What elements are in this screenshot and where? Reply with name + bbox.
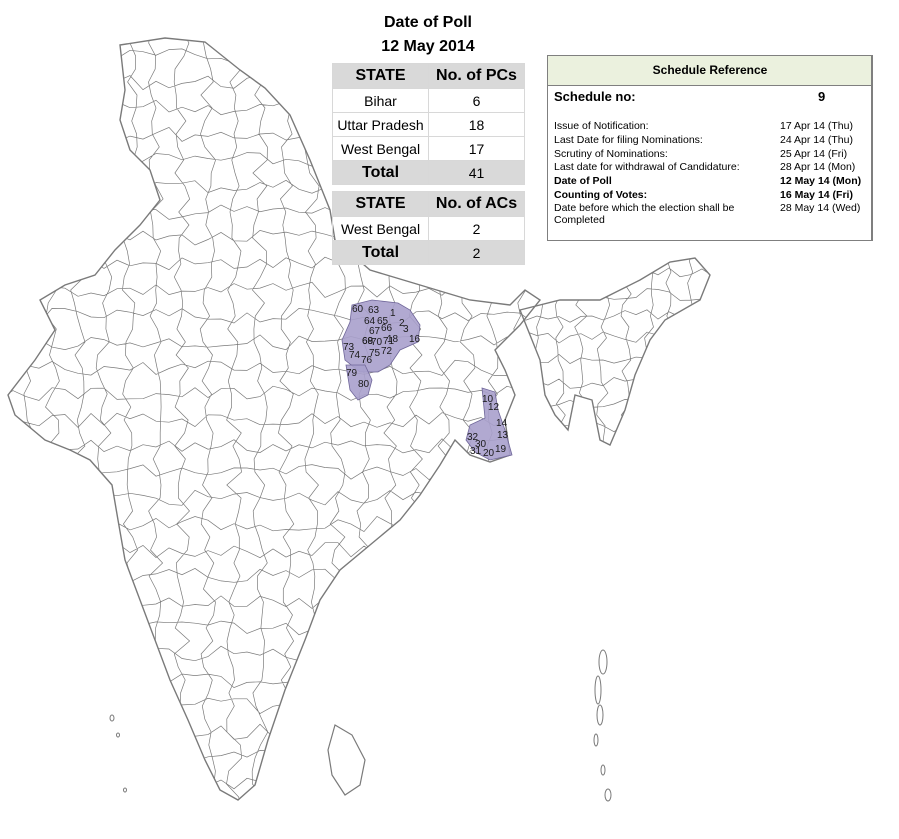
schedule-edge (871, 55, 872, 241)
schedule-row-label: Issue of Notification: (554, 120, 649, 132)
schedule-row-value: 28 May 14 (Wed) (780, 202, 861, 214)
constituency-label: 30 (475, 439, 487, 450)
constituency-label: 2 (399, 318, 405, 329)
schedule-row-value: 25 Apr 14 (Fri) (780, 148, 848, 160)
island (109, 714, 115, 722)
schedule-row-value: 17 Apr 14 (Thu) (780, 120, 853, 132)
ac-total-value: 2 (428, 240, 525, 265)
schedule-row-label: Scrutiny of Nominations: (554, 148, 668, 160)
pc-count: 17 (428, 136, 525, 161)
constituency-label: 63 (368, 305, 380, 316)
ac-count: 2 (428, 216, 525, 241)
constituency-label: 70 (371, 337, 383, 348)
district-boundaries (8, 38, 534, 800)
constituency-label: 69 (362, 336, 374, 347)
andaman-islands (109, 649, 612, 802)
island (598, 649, 608, 675)
island (593, 733, 599, 747)
constituency-label: 73 (343, 342, 355, 353)
polling-region (465, 387, 513, 461)
constituency-label: 71 (383, 336, 395, 347)
island (604, 788, 612, 802)
constituency-label: 3 (403, 324, 409, 335)
poll-date: 12 May 2014 (381, 38, 475, 55)
ac-total-row: Total 2 (332, 240, 525, 265)
table-row: Uttar Pradesh 18 (332, 112, 525, 137)
schedule-row-value: 16 May 14 (Fri) (780, 189, 853, 201)
pc-state: Bihar (332, 88, 429, 113)
district-boundary (520, 258, 710, 445)
island (596, 704, 604, 726)
constituency-label: 12 (488, 402, 500, 413)
constituency-label: 18 (387, 334, 399, 345)
ac-table: STATE No. of ACs West Bengal 2 Total 2 (332, 191, 525, 265)
constituency-label: 80 (358, 379, 370, 390)
island (600, 764, 606, 776)
district-boundary (8, 38, 534, 800)
constituency-label: 20 (483, 448, 495, 459)
pc-total-value: 41 (428, 160, 525, 185)
constituency-label: 65 (377, 316, 389, 327)
constituency-label: 67 (369, 326, 381, 337)
constituency-label: 74 (349, 350, 361, 361)
table-row: West Bengal 17 (332, 136, 525, 161)
table-row: West Bengal 2 (332, 216, 525, 241)
northeast-district-boundaries (520, 258, 710, 445)
schedule-row-value: 12 May 14 (Mon) (780, 175, 862, 187)
pc-table: STATE No. of PCs Bihar 6 Uttar Pradesh 1… (332, 63, 525, 185)
constituency-label: 64 (364, 316, 376, 327)
schedule-no-label: Schedule no: (554, 89, 636, 104)
schedule-title: Schedule Reference (548, 56, 872, 86)
india-outline (7, 37, 542, 801)
island (594, 675, 602, 705)
schedule-row-label: Date of Poll (554, 175, 612, 187)
pc-header-state: STATE (332, 63, 429, 89)
schedule-row-label: Counting of Votes: (554, 189, 648, 201)
pc-total-row: Total 41 (332, 160, 525, 185)
constituency-label: 19 (495, 444, 507, 455)
sri-lanka-outline (327, 724, 366, 796)
ac-header-state: STATE (332, 191, 429, 217)
island (116, 732, 120, 738)
constituency-label: 10 (482, 394, 494, 405)
constituency-label: 16 (409, 334, 421, 345)
schedule-row-label: Last date for withdrawal of Candidature: (554, 161, 740, 173)
constituency-label: 1 (390, 308, 396, 319)
table-row: Bihar 6 (332, 88, 525, 113)
poll-title: Date of Poll (383, 14, 472, 31)
schedule-row-value: 24 Apr 14 (Thu) (780, 134, 853, 146)
constituency-label: 14 (496, 418, 508, 429)
constituency-label: 32 (467, 432, 479, 443)
pc-state: West Bengal (332, 136, 429, 161)
pc-total-label: Total (332, 160, 429, 185)
constituency-label: 66 (381, 323, 393, 334)
ac-total-label: Total (332, 240, 429, 265)
constituency-label: 13 (497, 430, 509, 441)
ac-header-count: No. of ACs (428, 191, 525, 217)
constituency-label: 79 (346, 368, 358, 379)
pc-state: Uttar Pradesh (332, 112, 429, 137)
island (123, 787, 127, 793)
pc-header-count: No. of PCs (428, 63, 525, 89)
constituency-label: 31 (470, 446, 482, 457)
pc-count: 18 (428, 112, 525, 137)
pc-count: 6 (428, 88, 525, 113)
constituency-label: 75 (369, 348, 381, 359)
schedule-row-label: Last Date for filing Nominations: (554, 134, 703, 146)
schedule-row-label: Date before which the election shall be … (554, 202, 735, 226)
polling-constituencies (341, 299, 513, 461)
constituency-label: 60 (352, 304, 364, 315)
constituency-label: 76 (361, 355, 373, 366)
northeast-outline (519, 257, 711, 446)
ac-state: West Bengal (332, 216, 429, 241)
polling-region (345, 364, 373, 401)
schedule-panel: Schedule Reference Schedule no: 9 Issue … (547, 55, 873, 241)
schedule-row-value: 28 Apr 14 (Mon) (780, 161, 856, 173)
polling-region (341, 299, 421, 373)
constituency-label: 68 (362, 336, 374, 347)
schedule-no-value: 9 (818, 89, 826, 104)
constituency-label: 72 (381, 346, 393, 357)
